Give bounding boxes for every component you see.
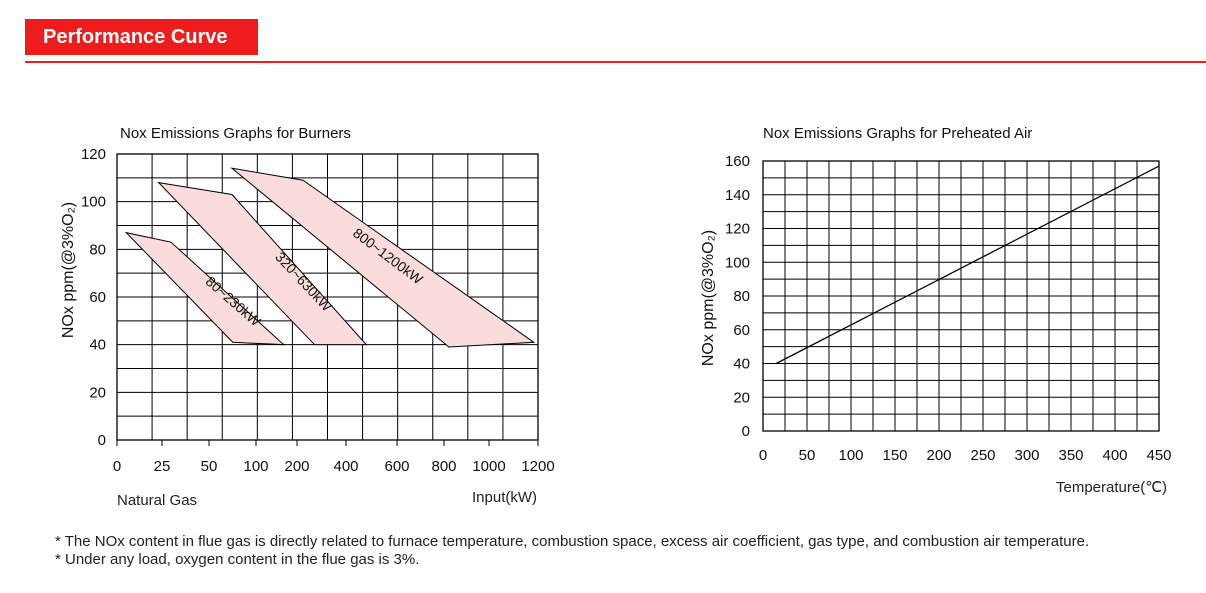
chart1-title: Nox Emissions Graphs for Burners xyxy=(120,125,351,142)
series-line xyxy=(775,165,1160,365)
y-tick-label: 40 xyxy=(733,356,750,373)
x-tick-label: 200 xyxy=(926,447,951,464)
x-tick-label: 350 xyxy=(1058,447,1083,464)
chart2-title: Nox Emissions Graphs for Preheated Air xyxy=(763,125,1032,142)
x-tick-label: 1000 xyxy=(472,458,505,475)
y-tick-label: 100 xyxy=(81,194,106,211)
y-tick-label: 20 xyxy=(89,384,106,401)
footnotes: * The NOx content in flue gas is directl… xyxy=(55,533,1089,569)
section-divider xyxy=(25,61,1206,63)
y-tick-label: 0 xyxy=(742,423,750,440)
chart1-axes xyxy=(116,153,539,441)
y-tick-label: 160 xyxy=(725,153,750,170)
x-tick-label: 250 xyxy=(970,447,995,464)
x-tick-label: 800 xyxy=(431,458,456,475)
chart1-x-axis-label: Input(kW) xyxy=(472,489,537,506)
x-tick-label: 200 xyxy=(284,458,309,475)
chart1-series-areas: 80~230kW 320~630kW 800~1200kW xyxy=(124,167,536,348)
chart1-x-ticks: 0 25 50 100 200 400 600 800 1000 1200 xyxy=(113,440,555,475)
footnote-2: * Under any load, oxygen content in the … xyxy=(55,551,420,568)
chart2-grid xyxy=(762,160,1160,432)
y-tick-label: 60 xyxy=(733,322,750,339)
chart2-x-axis-label: Temperature(℃) xyxy=(1056,479,1167,496)
x-tick-label: 400 xyxy=(1102,447,1127,464)
x-tick-label: 25 xyxy=(154,458,171,475)
x-tick-label: 0 xyxy=(759,447,767,464)
x-tick-label: 150 xyxy=(882,447,907,464)
x-tick-label: 50 xyxy=(201,458,218,475)
x-tick-label: 0 xyxy=(113,458,121,475)
plot-frame xyxy=(762,160,1160,432)
y-tick-label: 120 xyxy=(725,221,750,238)
y-tick-label: 120 xyxy=(81,146,106,163)
chart2-axes xyxy=(762,160,1160,432)
y-tick-label: 80 xyxy=(89,241,106,258)
y-tick-label: 40 xyxy=(89,337,106,354)
x-tick-label: 400 xyxy=(333,458,358,475)
chart1-y-ticks: 0 20 40 60 80 100 120 xyxy=(81,146,106,449)
y-tick-label: 60 xyxy=(89,289,106,306)
series-area-1 xyxy=(157,181,368,346)
chart2-series-line xyxy=(775,165,1160,365)
x-tick-label: 450 xyxy=(1146,447,1171,464)
y-tick-label: 100 xyxy=(725,254,750,271)
series-area-0 xyxy=(124,231,286,346)
x-tick-label: 50 xyxy=(799,447,816,464)
footnote-1: * The NOx content in flue gas is directl… xyxy=(55,533,1090,550)
y-tick-label: 140 xyxy=(725,187,750,204)
y-tick-label: 20 xyxy=(733,389,750,406)
chart2-x-ticks: 0 50 100 150 200 250 300 350 400 450 xyxy=(759,447,1172,464)
chart1-fuel-label: Natural Gas xyxy=(117,492,197,509)
chart2-y-ticks: 0 20 40 60 80 100 120 140 160 xyxy=(725,153,750,440)
chart1-y-axis-label: NOx ppm(@3%O₂) xyxy=(60,202,77,338)
x-tick-label: 100 xyxy=(838,447,863,464)
chart2-y-axis-label: NOx ppm(@3%O₂) xyxy=(700,230,717,366)
plot-frame xyxy=(116,153,539,441)
series-area-2 xyxy=(230,167,536,348)
x-tick-label: 300 xyxy=(1014,447,1039,464)
y-tick-label: 0 xyxy=(98,432,106,449)
section-title: Performance Curve xyxy=(25,19,258,55)
x-tick-label: 600 xyxy=(384,458,409,475)
x-tick-label: 1200 xyxy=(521,458,554,475)
y-tick-label: 80 xyxy=(733,288,750,305)
x-tick-label: 100 xyxy=(243,458,268,475)
